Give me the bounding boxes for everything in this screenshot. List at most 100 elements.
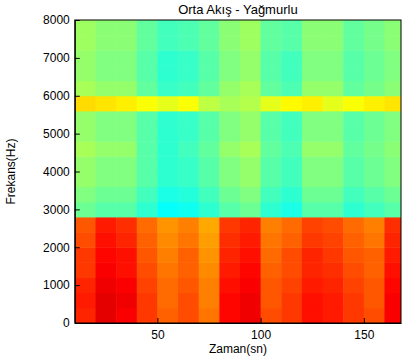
cell bbox=[323, 187, 344, 203]
cell bbox=[219, 81, 240, 97]
cell bbox=[323, 96, 344, 112]
cell bbox=[240, 217, 261, 233]
cell bbox=[116, 172, 137, 188]
cell bbox=[261, 172, 282, 188]
cell bbox=[75, 293, 96, 309]
cell bbox=[157, 35, 178, 51]
cell bbox=[75, 126, 96, 142]
cell bbox=[178, 96, 199, 112]
cell bbox=[240, 126, 261, 142]
y-axis: 010002000300040005000600070008000 bbox=[43, 13, 80, 330]
cell bbox=[219, 293, 240, 309]
cell bbox=[75, 262, 96, 278]
cell bbox=[95, 141, 116, 157]
cell bbox=[178, 156, 199, 172]
cell bbox=[323, 247, 344, 263]
cell bbox=[219, 156, 240, 172]
cell bbox=[178, 35, 199, 51]
cell bbox=[261, 293, 282, 309]
cell bbox=[384, 187, 401, 203]
cell bbox=[240, 278, 261, 294]
x-tick-label: 50 bbox=[151, 328, 165, 342]
y-tick-label: 2000 bbox=[43, 241, 70, 255]
cell bbox=[199, 156, 220, 172]
cell bbox=[199, 35, 220, 51]
cell bbox=[364, 111, 385, 127]
cell bbox=[178, 187, 199, 203]
cell bbox=[323, 232, 344, 248]
cell bbox=[219, 232, 240, 248]
x-tick-label: 100 bbox=[251, 328, 271, 342]
cell bbox=[178, 172, 199, 188]
cell bbox=[178, 20, 199, 36]
cell bbox=[157, 111, 178, 127]
cell bbox=[364, 308, 385, 323]
cell bbox=[281, 50, 302, 66]
cell bbox=[116, 65, 137, 81]
cell bbox=[178, 247, 199, 263]
cell bbox=[343, 217, 364, 233]
y-tick-label: 7000 bbox=[43, 51, 70, 65]
cell bbox=[364, 202, 385, 218]
cell bbox=[95, 232, 116, 248]
cell bbox=[261, 141, 282, 157]
cell bbox=[137, 187, 158, 203]
y-tick: 2000 bbox=[43, 241, 80, 255]
cell bbox=[384, 202, 401, 218]
cell bbox=[95, 50, 116, 66]
y-tick-label: 1000 bbox=[43, 278, 70, 292]
cell bbox=[178, 141, 199, 157]
cell bbox=[364, 262, 385, 278]
cell bbox=[95, 262, 116, 278]
cell bbox=[219, 141, 240, 157]
cell bbox=[157, 308, 178, 323]
cell bbox=[240, 172, 261, 188]
cell bbox=[199, 111, 220, 127]
cell bbox=[178, 308, 199, 323]
cell bbox=[240, 187, 261, 203]
cell bbox=[137, 126, 158, 142]
cell bbox=[95, 293, 116, 309]
cell bbox=[75, 278, 96, 294]
x-tick: 50 bbox=[151, 318, 165, 342]
cell bbox=[384, 308, 401, 323]
cell bbox=[302, 81, 323, 97]
cell bbox=[137, 308, 158, 323]
cell bbox=[261, 111, 282, 127]
cell bbox=[281, 232, 302, 248]
cell bbox=[323, 278, 344, 294]
cell bbox=[199, 50, 220, 66]
cell bbox=[384, 247, 401, 263]
cell bbox=[157, 20, 178, 36]
y-tick: 6000 bbox=[43, 89, 80, 103]
cell bbox=[219, 50, 240, 66]
y-tick-label: 4000 bbox=[43, 165, 70, 179]
cell bbox=[323, 50, 344, 66]
cell bbox=[178, 111, 199, 127]
y-tick-mark bbox=[75, 20, 80, 21]
cell bbox=[281, 172, 302, 188]
cell bbox=[302, 202, 323, 218]
cell bbox=[75, 247, 96, 263]
cell bbox=[137, 35, 158, 51]
cell bbox=[343, 262, 364, 278]
cell bbox=[157, 81, 178, 97]
cell bbox=[75, 187, 96, 203]
cell bbox=[137, 96, 158, 112]
cell bbox=[75, 50, 96, 66]
cell bbox=[137, 247, 158, 263]
cell bbox=[261, 156, 282, 172]
cell bbox=[137, 232, 158, 248]
cells bbox=[75, 20, 401, 323]
cell bbox=[199, 232, 220, 248]
cell bbox=[261, 278, 282, 294]
cell bbox=[323, 308, 344, 323]
cell bbox=[240, 262, 261, 278]
cell bbox=[261, 262, 282, 278]
cell bbox=[240, 50, 261, 66]
cell bbox=[178, 262, 199, 278]
cell bbox=[281, 217, 302, 233]
cell bbox=[157, 217, 178, 233]
frame bbox=[75, 20, 401, 323]
cell bbox=[116, 96, 137, 112]
